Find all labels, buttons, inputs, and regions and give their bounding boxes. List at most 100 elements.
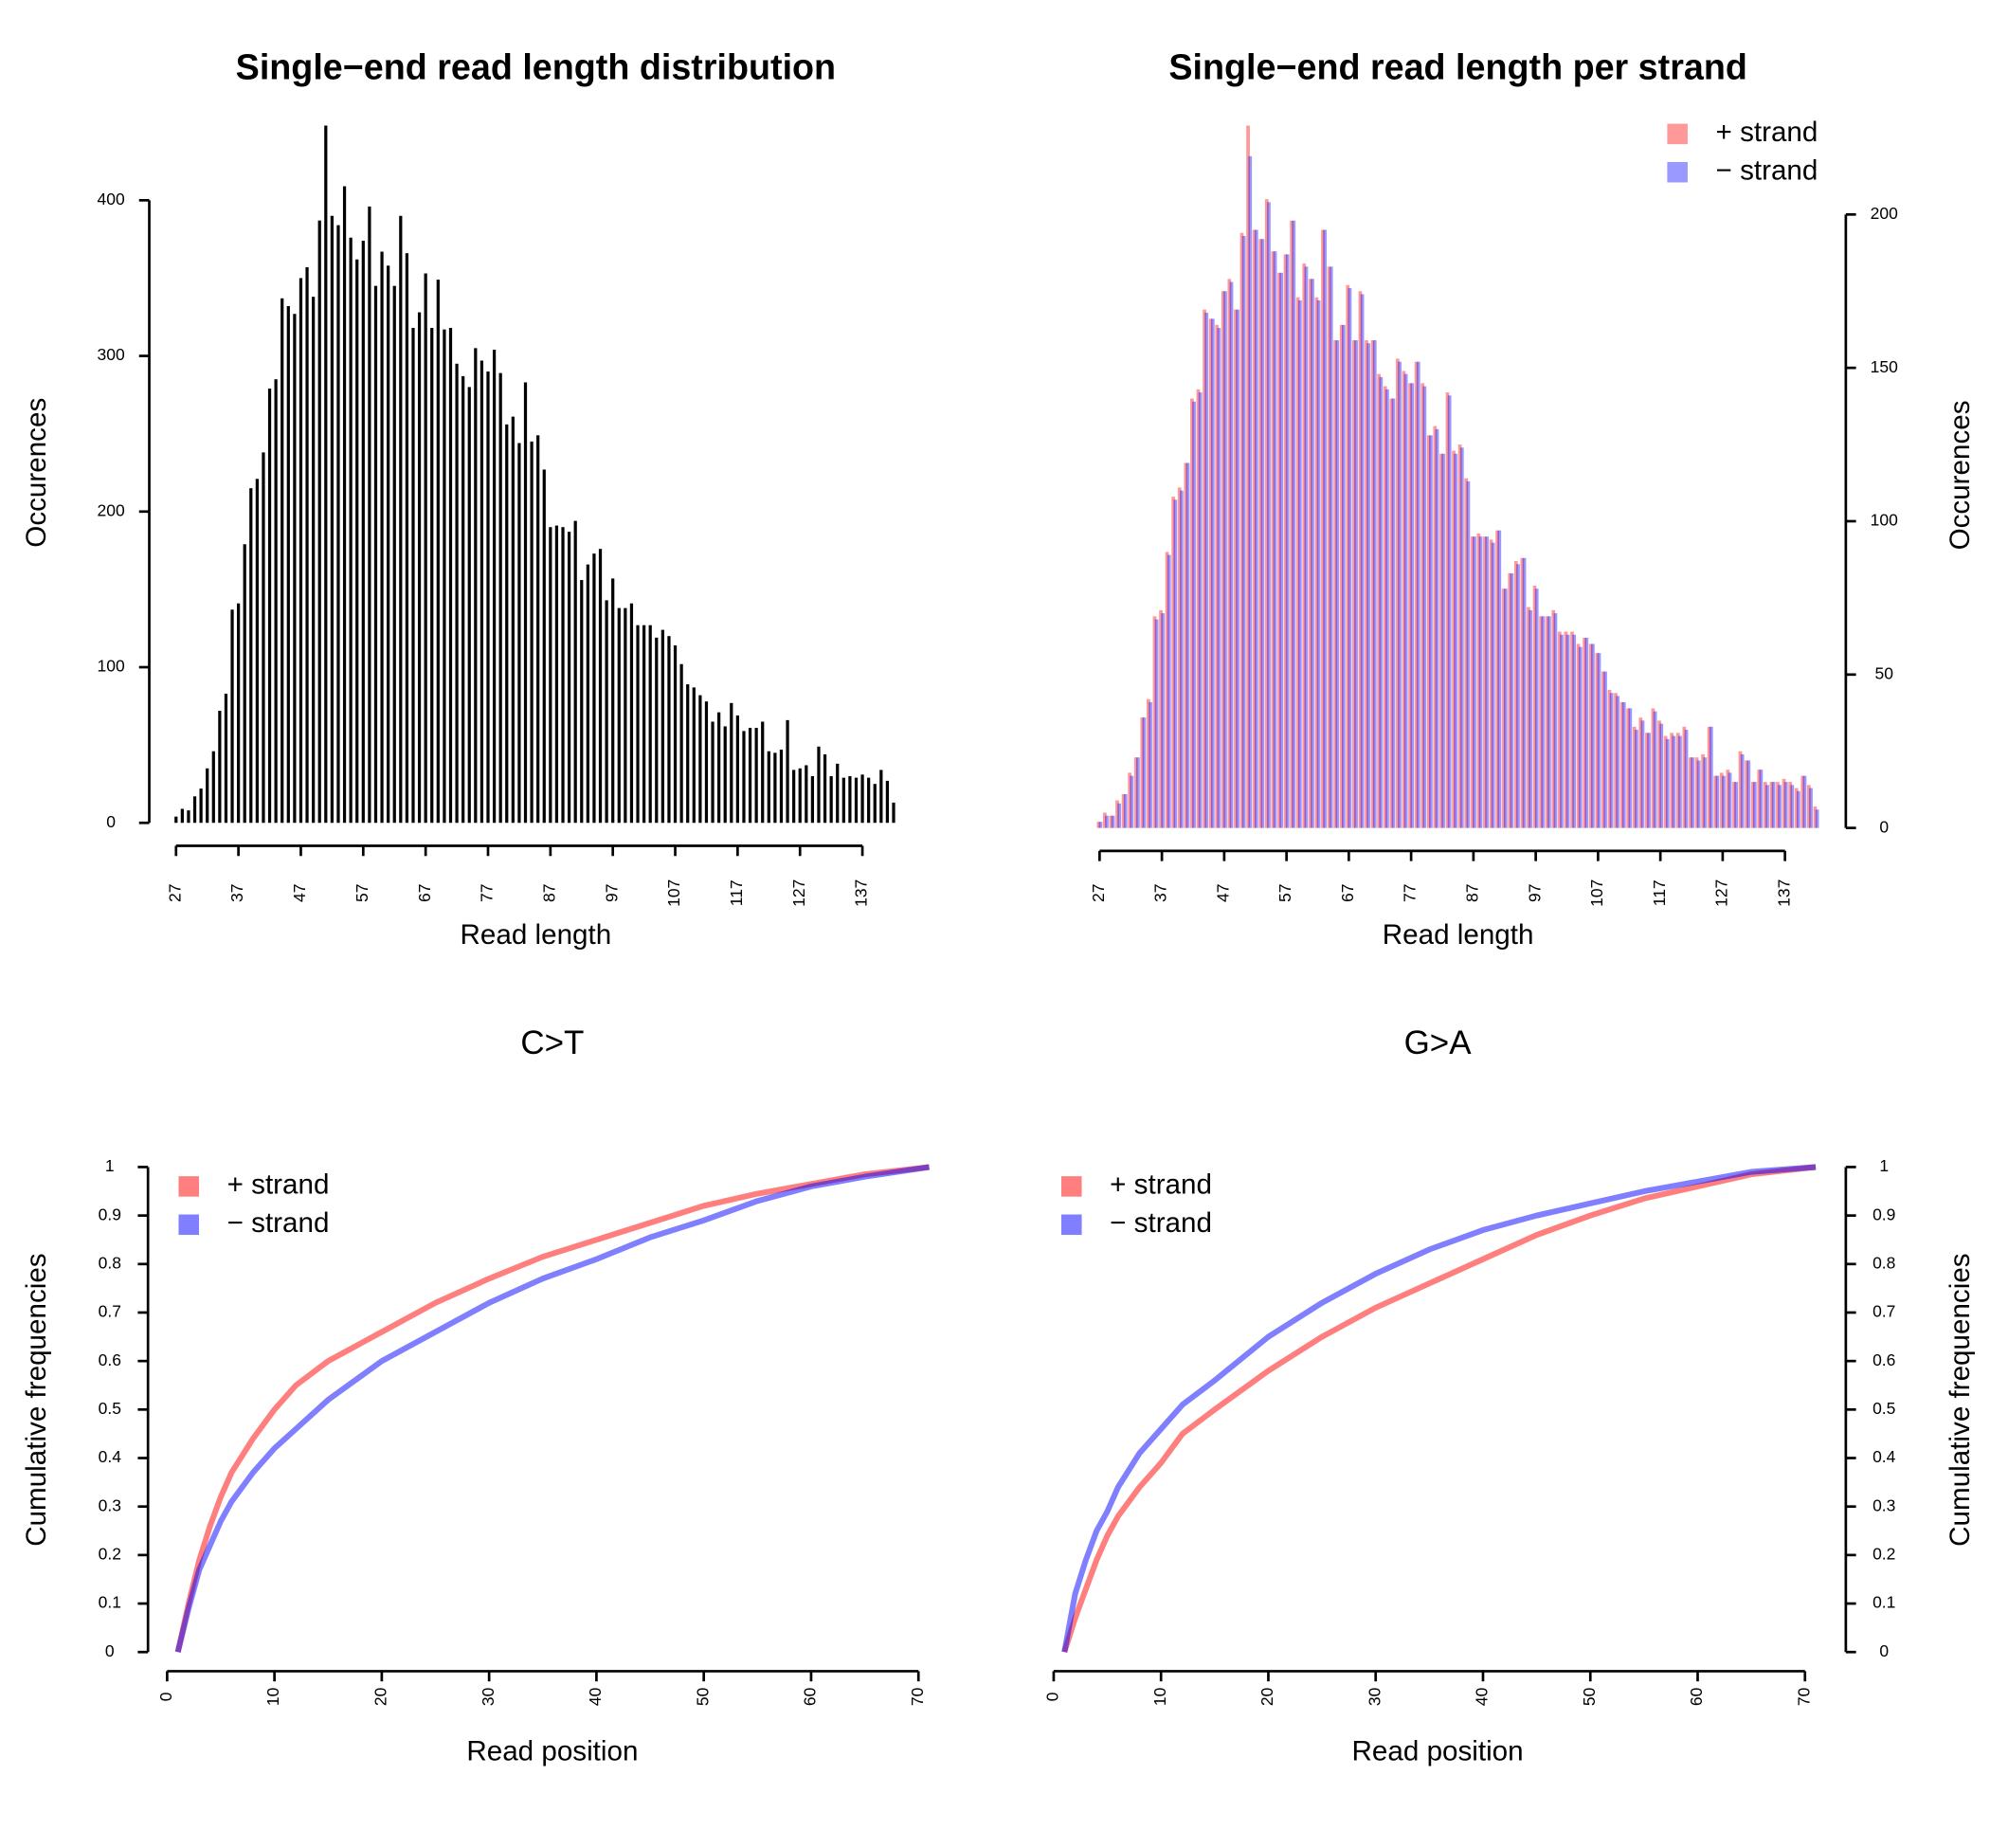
bar	[841, 777, 845, 824]
bar	[1682, 726, 1687, 828]
bar	[1439, 453, 1443, 828]
x-tick-label: 57	[353, 884, 371, 902]
panel-title: Single−end read length per strand	[1168, 46, 1746, 86]
bar	[1491, 542, 1495, 828]
y-tick-label: 0.1	[99, 1593, 121, 1612]
bar	[1377, 373, 1382, 828]
bar	[1522, 557, 1527, 828]
y-tick-label: 1	[1879, 1156, 1889, 1175]
bar	[1441, 453, 1445, 828]
legend-swatch	[1667, 161, 1688, 183]
bar	[192, 796, 197, 824]
bar	[1745, 760, 1749, 828]
bar	[1408, 383, 1412, 828]
bar	[1279, 272, 1284, 828]
bar	[592, 553, 596, 824]
bar	[187, 810, 190, 824]
bar	[224, 693, 228, 824]
x-tick-label: 50	[1580, 1687, 1599, 1706]
bar	[430, 328, 434, 824]
bar	[1365, 340, 1368, 828]
bar	[798, 768, 802, 824]
bar	[1765, 785, 1769, 828]
bar	[1539, 616, 1544, 828]
bar	[1663, 735, 1668, 828]
bar	[629, 603, 634, 824]
bar	[1726, 770, 1730, 828]
bar	[355, 259, 359, 824]
bar	[486, 371, 490, 824]
bar	[1746, 760, 1751, 828]
bar	[1111, 815, 1115, 828]
bar	[1734, 782, 1739, 828]
x-axis-label: Read length	[1383, 919, 1534, 951]
bar	[505, 424, 509, 824]
line-series	[1061, 1164, 1817, 1654]
bar	[1246, 125, 1250, 828]
bar	[1601, 671, 1605, 828]
bar	[1321, 229, 1325, 828]
x-tick-label: 117	[1650, 879, 1669, 906]
bar	[636, 625, 640, 824]
bar	[1314, 297, 1319, 828]
bar	[1564, 631, 1568, 828]
bar	[1495, 530, 1499, 828]
bar	[1210, 318, 1215, 828]
x-tick-label: 77	[478, 884, 497, 902]
bar	[1638, 717, 1643, 828]
bar	[1416, 361, 1420, 828]
bar	[1147, 698, 1150, 828]
bar	[1657, 720, 1661, 828]
bar	[1258, 239, 1263, 828]
x-tick-label: 67	[1338, 884, 1357, 902]
bar	[892, 802, 896, 824]
bar	[1709, 726, 1713, 828]
bar	[1501, 589, 1506, 828]
bar	[1196, 389, 1201, 828]
x-tick-label: 107	[1587, 879, 1606, 907]
legend-label: + strand	[1716, 117, 1818, 148]
bar	[1260, 239, 1265, 828]
panel: Single−end read length distribution Read …	[21, 46, 896, 951]
bar	[1738, 751, 1743, 828]
bar	[1273, 251, 1277, 828]
bar	[1348, 288, 1352, 828]
legend-label: − strand	[227, 1207, 330, 1239]
x-tick-label: 20	[1257, 1687, 1276, 1706]
y-tick-label: 400	[98, 190, 125, 208]
x-tick-label: 47	[1213, 884, 1232, 902]
bar	[848, 775, 852, 824]
y-tick-label: 0.7	[99, 1302, 121, 1321]
bar	[1794, 788, 1799, 828]
x-tick-label: 37	[1151, 884, 1170, 902]
bar	[1607, 689, 1612, 828]
bar	[1297, 299, 1302, 828]
bar	[605, 600, 608, 824]
bar	[230, 609, 234, 824]
bar	[274, 379, 278, 824]
bar	[399, 215, 403, 824]
bar	[1603, 671, 1607, 828]
bar	[779, 750, 784, 824]
y-tick-label: 200	[98, 500, 125, 519]
bar	[536, 435, 540, 824]
bar	[673, 645, 678, 824]
bar	[1241, 235, 1246, 828]
bar	[554, 525, 559, 824]
bar	[1541, 616, 1546, 828]
bar	[1703, 757, 1708, 828]
bar	[1466, 480, 1471, 828]
legend-label: − strand	[1110, 1207, 1212, 1239]
y-tick-label: 0	[106, 812, 116, 831]
bar	[1254, 229, 1258, 828]
bar	[324, 125, 328, 824]
bar	[199, 788, 203, 824]
bar	[1167, 554, 1171, 828]
x-tick-label: 60	[1687, 1687, 1706, 1706]
bar	[293, 314, 297, 824]
bar	[1809, 788, 1813, 828]
bar	[1614, 693, 1618, 828]
bar	[280, 298, 284, 824]
bar	[1372, 340, 1377, 828]
